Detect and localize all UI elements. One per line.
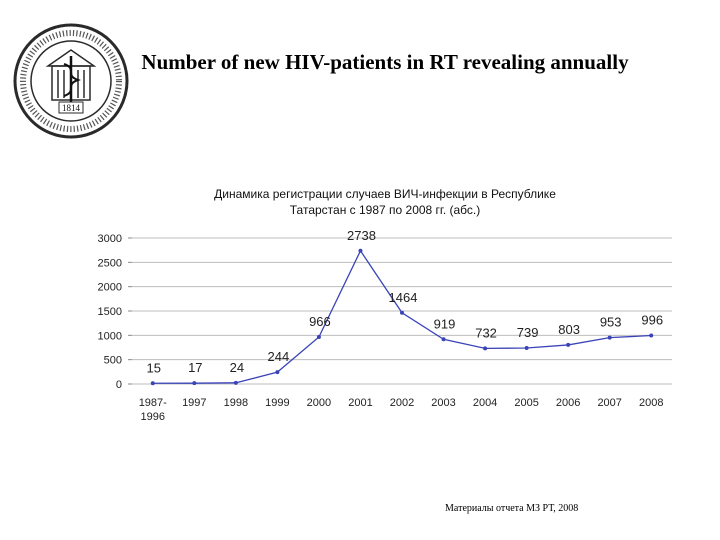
y-tick-label: 0 bbox=[116, 379, 122, 391]
data-label: 966 bbox=[309, 314, 331, 329]
data-point bbox=[150, 381, 155, 386]
data-label: 953 bbox=[600, 315, 622, 330]
x-tick-label: 2008 bbox=[639, 397, 663, 409]
data-point bbox=[483, 346, 488, 351]
slide-title: Number of new HIV-patients in RT reveali… bbox=[141, 50, 629, 74]
data-point bbox=[358, 248, 363, 253]
x-tick-label: 2002 bbox=[390, 397, 414, 409]
chart-title: Динамика регистрации случаев ВИЧ-инфекци… bbox=[214, 187, 556, 217]
data-point bbox=[524, 346, 529, 351]
x-tick-label: 2001 bbox=[348, 397, 372, 409]
data-label: 2738 bbox=[347, 228, 376, 243]
x-tick-label: 2004 bbox=[473, 397, 497, 409]
university-seal-logo: 1814 bbox=[13, 23, 129, 139]
data-point bbox=[400, 310, 404, 315]
data-label: 739 bbox=[517, 325, 539, 340]
y-tick-label: 2500 bbox=[98, 257, 122, 269]
data-label: 1464 bbox=[389, 290, 418, 305]
data-label: 732 bbox=[475, 325, 497, 340]
y-tick-label: 3000 bbox=[98, 233, 122, 245]
data-point bbox=[607, 335, 612, 340]
data-point bbox=[275, 370, 280, 375]
x-tick-label: 2003 bbox=[431, 397, 455, 409]
data-point bbox=[649, 333, 654, 338]
series-line bbox=[152, 249, 652, 384]
source-note: Материалы отчета МЗ РТ, 2008 bbox=[445, 503, 579, 514]
logo-year: 1814 bbox=[62, 103, 81, 113]
data-point bbox=[441, 337, 446, 342]
x-tick-label: 2007 bbox=[597, 397, 621, 409]
data-point bbox=[233, 380, 238, 385]
y-tick-label: 1000 bbox=[98, 330, 122, 342]
data-point bbox=[566, 342, 571, 347]
data-label: 24 bbox=[230, 360, 244, 375]
data-label: 244 bbox=[268, 349, 290, 364]
x-tick-label: 2000 bbox=[307, 397, 331, 409]
data-label: 919 bbox=[434, 316, 456, 331]
data-label: 996 bbox=[641, 313, 663, 328]
y-tick-label: 2000 bbox=[98, 282, 122, 294]
data-point bbox=[316, 334, 321, 339]
x-tick-label: 1999 bbox=[265, 397, 289, 409]
data-point bbox=[192, 381, 197, 386]
x-tick-label: 2005 bbox=[514, 397, 538, 409]
data-label: 15 bbox=[147, 360, 161, 375]
y-tick-label: 500 bbox=[104, 355, 122, 367]
x-tick-label: 1987-1996 bbox=[139, 397, 167, 423]
data-label: 803 bbox=[558, 322, 580, 337]
data-label: 17 bbox=[188, 360, 202, 375]
x-tick-label: 1997 bbox=[182, 397, 206, 409]
x-tick-label: 2006 bbox=[556, 397, 580, 409]
x-tick-label: 1998 bbox=[224, 397, 248, 409]
y-tick-label: 1500 bbox=[98, 306, 122, 318]
